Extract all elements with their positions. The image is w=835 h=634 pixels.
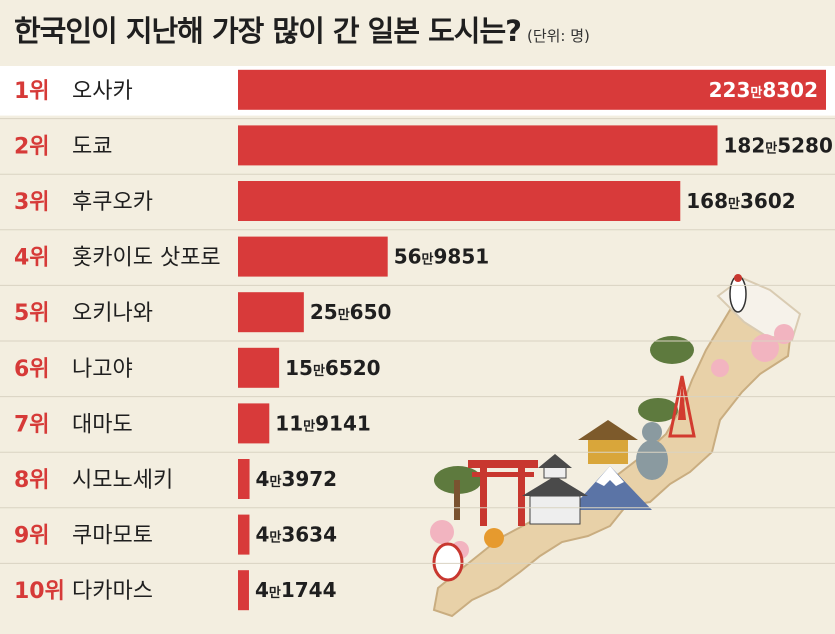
value-label: 11만9141: [275, 411, 370, 435]
city-label: 다카마스: [72, 579, 153, 604]
torii-gate-icon: [468, 460, 538, 526]
value-label: 56만9851: [394, 245, 489, 269]
unit-label: (단위: 명): [526, 27, 590, 45]
rank-label: 5위: [14, 301, 50, 326]
bar: [238, 292, 304, 333]
mount-fuji-icon: [570, 466, 652, 510]
value-label: 15만6520: [285, 356, 380, 380]
value-label: 4만3634: [255, 523, 337, 547]
city-label: 오키나와: [72, 301, 153, 326]
rank-label: 7위: [14, 412, 50, 437]
rank-label: 4위: [14, 246, 50, 271]
value-label: 182만5280: [723, 133, 832, 157]
bar: [238, 570, 249, 611]
tokyo-tower-icon: [668, 375, 696, 438]
bar: [238, 236, 388, 277]
bar: [238, 459, 250, 499]
golden-pavilion-icon: [578, 420, 638, 464]
bar: [238, 69, 826, 110]
city-label: 나고야: [72, 357, 133, 382]
rank-label: 2위: [14, 134, 50, 159]
rank-label: 1위: [14, 79, 50, 104]
lantern-icon: [432, 542, 464, 582]
city-label: 홋카이도 삿포로: [72, 246, 221, 271]
fruit-icon: [484, 528, 504, 548]
chart-title: 한국인이 지난해 가장 많이 간 일본 도시는? (단위: 명): [14, 8, 590, 50]
japan-map-shape: [432, 298, 794, 618]
bar: [238, 347, 280, 388]
value-label: 168만3602: [686, 189, 795, 213]
city-label: 도쿄: [72, 134, 112, 159]
city-label: 시모노세키: [72, 468, 173, 493]
japan-map-illustration: [430, 274, 802, 618]
value-label: 25만650: [310, 300, 392, 324]
city-label: 오사카: [72, 79, 133, 104]
rank-label: 3위: [14, 190, 50, 215]
bar: [238, 181, 681, 221]
city-label: 쿠마모토: [72, 524, 153, 549]
bar: [238, 514, 250, 555]
city-label: 후쿠오카: [72, 190, 153, 215]
title-text: 한국인이 지난해 가장 많이 간 일본 도시는?: [14, 14, 522, 48]
rank-label: 6위: [14, 357, 50, 382]
buddha-statue-icon: [636, 422, 668, 480]
bar: [238, 125, 718, 166]
cherry-blossom-icon: [430, 324, 794, 559]
value-label: 223만8302: [709, 78, 818, 102]
city-label: 대마도: [72, 412, 133, 437]
rank-label: 8위: [14, 468, 50, 493]
rank-label: 9위: [14, 524, 50, 549]
pine-tree-icon: [434, 336, 694, 520]
value-label: 4만3972: [256, 467, 338, 491]
bar: [238, 403, 270, 444]
rank-label: 10위: [14, 579, 65, 604]
value-label: 4만1744: [255, 578, 337, 602]
castle-icon: [522, 454, 588, 525]
